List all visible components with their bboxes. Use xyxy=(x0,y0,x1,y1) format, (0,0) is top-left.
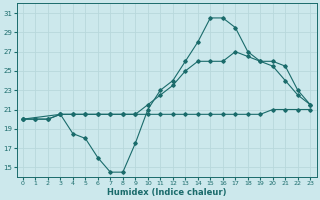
X-axis label: Humidex (Indice chaleur): Humidex (Indice chaleur) xyxy=(107,188,226,197)
